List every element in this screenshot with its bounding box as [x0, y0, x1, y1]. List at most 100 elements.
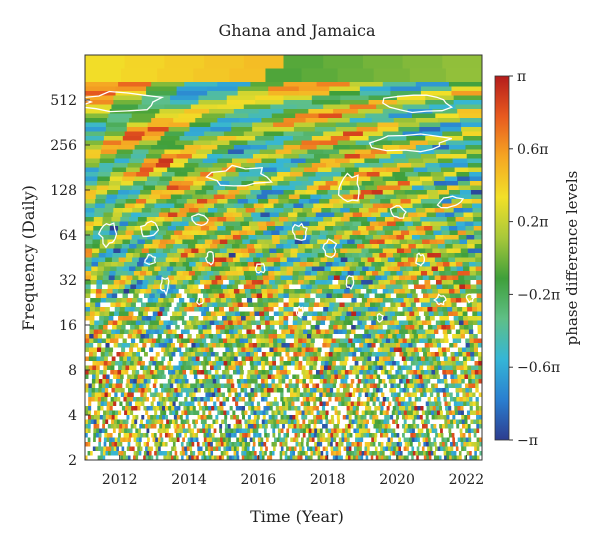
phase-cell	[163, 361, 168, 367]
phase-cell	[414, 397, 419, 403]
phase-cell	[169, 307, 175, 313]
phase-cell	[323, 365, 329, 371]
phase-cell	[280, 266, 288, 272]
phase-cell	[417, 307, 424, 313]
phase-cell	[176, 293, 183, 299]
phase-cell	[477, 316, 482, 322]
phase-cell	[222, 230, 232, 236]
phase-cell	[447, 221, 457, 227]
phase-cell	[428, 356, 433, 362]
phase-cell	[94, 311, 101, 317]
phase-cell	[109, 230, 119, 236]
phase-cell	[373, 410, 378, 416]
phase-cell	[448, 257, 456, 263]
phase-cell	[417, 334, 423, 340]
phase-cell	[342, 392, 346, 398]
phase-cell	[90, 428, 94, 434]
phase-cell	[231, 122, 253, 128]
phase-cell	[344, 289, 351, 295]
phase-cell	[213, 401, 217, 407]
phase-cell	[325, 392, 330, 398]
phase-cell	[409, 73, 447, 79]
phase-cell	[386, 244, 395, 250]
phase-cell	[445, 406, 449, 412]
phase-cell	[145, 257, 153, 263]
phase-cell	[453, 248, 462, 254]
phase-cell	[370, 383, 375, 389]
phase-cell	[173, 253, 182, 259]
phase-cell	[217, 181, 230, 187]
phase-cell	[244, 401, 249, 407]
phase-cell	[154, 329, 160, 335]
phase-cell	[163, 329, 169, 335]
phase-cell	[221, 334, 227, 340]
phase-cell	[400, 392, 405, 398]
phase-cell	[244, 419, 248, 425]
phase-cell	[461, 379, 466, 385]
phase-cell	[197, 361, 202, 367]
phase-cell	[474, 244, 482, 250]
phase-cell	[269, 401, 274, 407]
phase-cell	[153, 334, 159, 340]
phase-cell	[109, 271, 117, 277]
phase-cell	[164, 379, 169, 385]
phase-cell	[459, 244, 468, 250]
phase-cell	[361, 406, 366, 412]
phase-cell	[446, 275, 453, 281]
phase-cell	[242, 302, 249, 308]
phase-cell	[85, 428, 89, 434]
phase-cell	[171, 388, 175, 394]
phase-cell	[302, 397, 307, 403]
phase-cell	[262, 275, 270, 281]
phase-cell	[382, 298, 389, 304]
phase-cell	[294, 406, 298, 412]
phase-cell	[201, 406, 206, 412]
phase-cell	[359, 388, 364, 394]
phase-cell	[132, 253, 141, 259]
phase-cell	[428, 257, 436, 263]
phase-cell	[431, 199, 442, 205]
phase-cell	[292, 221, 302, 227]
phase-cell	[244, 415, 249, 421]
phase-cell	[301, 320, 308, 326]
phase-cell	[422, 424, 426, 430]
phase-cell	[341, 226, 351, 232]
phase-cell	[448, 311, 454, 317]
phase-cell	[283, 320, 289, 326]
phase-cell	[155, 406, 160, 412]
phase-cell	[238, 401, 242, 407]
phase-cell	[241, 298, 248, 304]
phase-cell	[301, 325, 307, 331]
phase-cell	[277, 338, 283, 344]
phase-cell	[229, 370, 234, 376]
phase-cell	[423, 185, 436, 191]
phase-cell	[317, 271, 324, 277]
phase-cell	[266, 145, 285, 151]
phase-cell	[257, 388, 261, 394]
phase-cell	[193, 424, 197, 430]
phase-cell	[252, 356, 258, 362]
phase-cell	[215, 325, 221, 331]
phase-cell	[401, 397, 406, 403]
phase-cell	[146, 370, 151, 376]
phase-cell	[344, 401, 349, 407]
phase-cell	[449, 293, 456, 299]
phase-cell	[419, 379, 424, 385]
phase-cell	[438, 401, 442, 407]
phase-cell	[451, 271, 459, 277]
phase-cell	[96, 365, 101, 371]
phase-cell	[314, 343, 319, 349]
phase-cell	[462, 311, 469, 317]
phase-cell	[376, 383, 381, 389]
phase-cell	[432, 419, 437, 425]
phase-cell	[305, 397, 310, 403]
phase-cell	[252, 122, 274, 128]
phase-cell	[189, 406, 194, 412]
phase-cell	[130, 302, 137, 308]
phase-cell	[429, 361, 434, 367]
phase-cell	[281, 329, 287, 335]
phase-cell	[176, 302, 183, 308]
phase-cell	[387, 275, 394, 281]
phase-cell	[311, 334, 317, 340]
phase-cell	[366, 320, 372, 326]
